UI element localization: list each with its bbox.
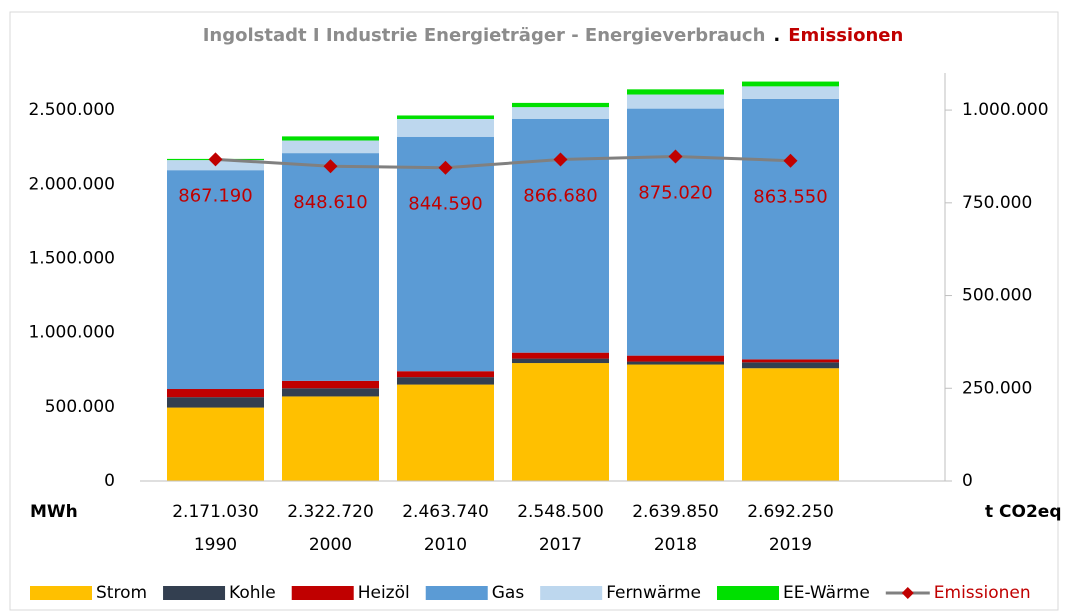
bar-segment — [512, 352, 609, 359]
bar-segment — [742, 81, 839, 87]
bar-segment — [627, 89, 724, 95]
legend-label: Gas — [492, 583, 525, 603]
emission-line — [215, 154, 791, 170]
bar-segment — [282, 153, 379, 381]
chart-title: Ingolstadt I Industrie Energieträger - E… — [203, 25, 904, 46]
emission-label: 848.610 — [293, 192, 367, 213]
y-axis-label: MWh — [30, 502, 78, 522]
emission-marker — [323, 159, 338, 174]
y2-tick-label: 250.000 — [962, 378, 1032, 398]
y2-tick-label: 1.000.000 — [962, 100, 1049, 120]
bar-segment — [282, 136, 379, 141]
legend-label: Strom — [96, 583, 147, 603]
legend-marker — [901, 587, 914, 599]
y-tick-label: 2.000.000 — [28, 174, 115, 194]
bar-segment — [627, 361, 724, 365]
bar-segment — [742, 98, 839, 360]
bar-segment — [627, 355, 724, 362]
bar-segment — [282, 380, 379, 389]
x-tick-label: 1990 — [194, 535, 237, 555]
total-label: 2.463.740 — [402, 502, 489, 522]
bar-segment — [282, 388, 379, 397]
legend-label: Fernwärme — [606, 583, 701, 603]
emission-label: 866.680 — [523, 186, 597, 207]
emission-label: 875.020 — [638, 182, 712, 203]
bar-segment — [167, 389, 264, 398]
legend-swatch — [163, 586, 226, 600]
title-highlight: Emissionen — [788, 25, 903, 46]
title-main: Ingolstadt I Industrie Energieträger - E… — [203, 25, 766, 46]
total-label: 2.322.720 — [287, 502, 374, 522]
legend-swatch — [540, 586, 603, 600]
bar-segment — [167, 170, 264, 390]
x-tick-label: 2018 — [654, 535, 697, 555]
bar-segment — [512, 107, 609, 119]
y2-tick-label: 0 — [962, 471, 973, 491]
bar-segment — [282, 396, 379, 481]
legend-swatch — [717, 586, 779, 600]
y-tick-label: 2.500.000 — [28, 100, 115, 120]
bar-segment — [167, 397, 264, 408]
x-tick-label: 2010 — [424, 535, 467, 555]
x-tick-label: 2000 — [309, 535, 352, 555]
legend-label: Heizöl — [358, 583, 410, 603]
y-tick-label: 500.000 — [45, 397, 115, 417]
total-label: 2.171.030 — [172, 502, 259, 522]
total-label: 2.548.500 — [517, 502, 604, 522]
bar-segment — [397, 136, 494, 372]
x-tick-label: 2019 — [769, 535, 812, 555]
y2-tick-label: 750.000 — [962, 193, 1032, 213]
bar-segment — [397, 384, 494, 481]
emission-label: 863.550 — [753, 187, 827, 208]
y-tick-label: 0 — [104, 471, 115, 491]
x-tick-label: 2017 — [539, 535, 582, 555]
bar-segment — [742, 368, 839, 481]
emission-marker — [438, 160, 453, 175]
bar-segment — [512, 102, 609, 108]
bar-segment — [512, 358, 609, 364]
bar-segment — [742, 362, 839, 369]
bar-segment — [167, 407, 264, 481]
bar-segment — [512, 363, 609, 481]
total-label: 2.639.850 — [632, 502, 719, 522]
bar-segment — [627, 94, 724, 109]
bar-segment — [627, 364, 724, 481]
emission-label: 844.590 — [408, 194, 482, 215]
emission-marker — [668, 149, 683, 164]
emission-marker — [783, 153, 798, 168]
y-tick-label: 1.000.000 — [28, 323, 115, 343]
legend-label: Kohle — [229, 583, 276, 603]
emission-label: 867.190 — [178, 185, 252, 206]
emission-marker — [208, 152, 223, 167]
bar-segment — [627, 108, 724, 356]
legend-label: EE-Wärme — [783, 583, 870, 603]
y2-tick-label: 500.000 — [962, 286, 1032, 306]
bar-segment — [742, 359, 839, 363]
legend-swatch — [30, 586, 92, 600]
bar-segment — [397, 371, 494, 378]
bar-segment — [397, 377, 494, 385]
bar-segment — [282, 140, 379, 154]
legend-swatch — [425, 586, 488, 600]
bar-segment — [742, 86, 839, 99]
bar-segment — [397, 115, 494, 119]
legend-label: Emissionen — [934, 583, 1031, 603]
bar-segment — [397, 118, 494, 137]
legend-swatch — [291, 586, 354, 600]
y-tick-label: 1.500.000 — [28, 248, 115, 268]
emission-marker — [553, 152, 568, 167]
y2-axis-label: t CO2eq — [985, 502, 1062, 522]
total-label: 2.692.250 — [747, 502, 834, 522]
title-separator: . — [773, 25, 780, 46]
